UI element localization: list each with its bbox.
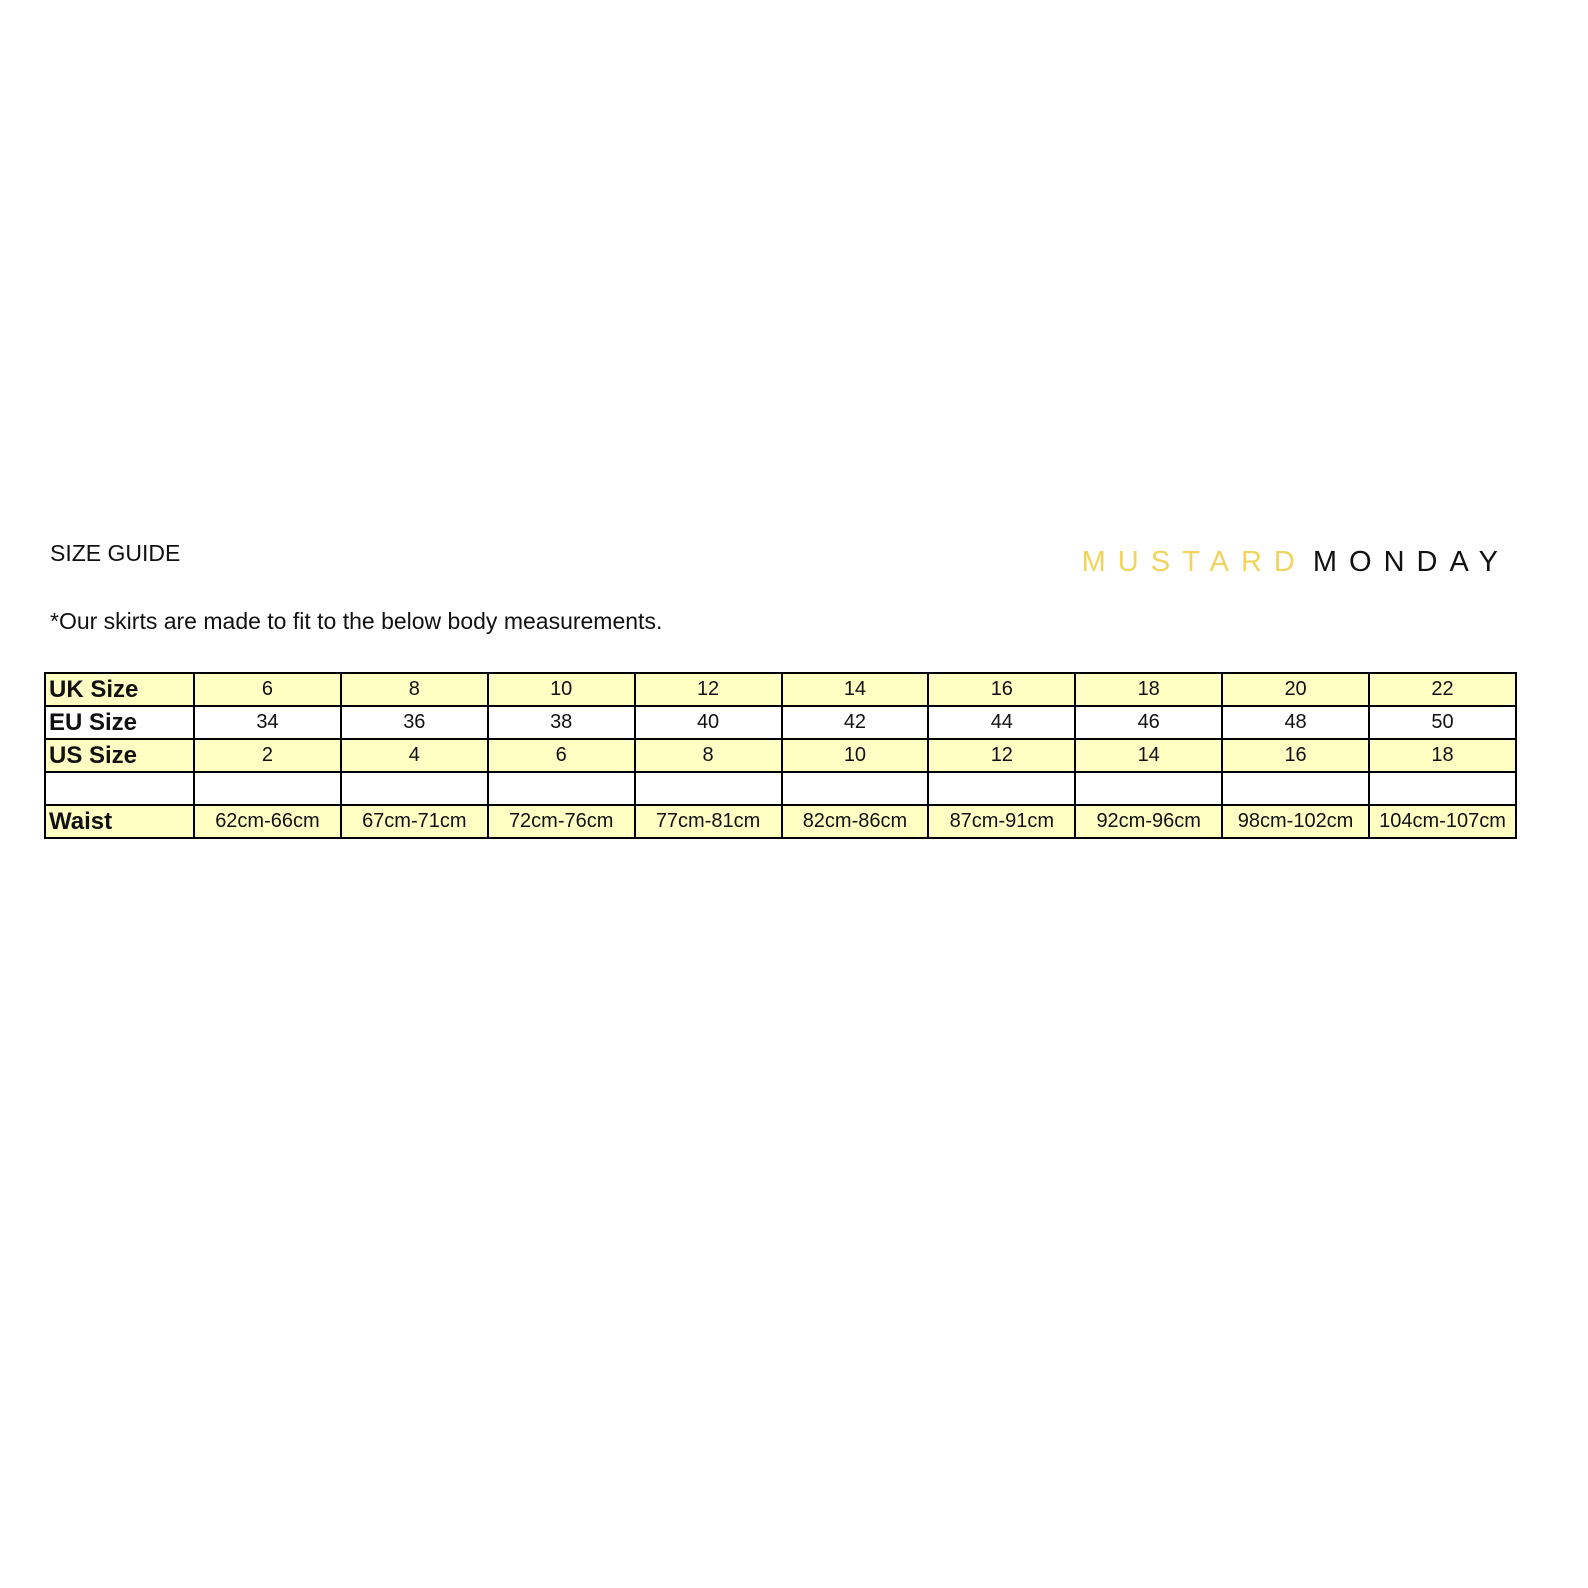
note: *Our skirts are made to fit to the below… [50,608,663,634]
cell: 16 [927,672,1077,707]
cell: 46 [1074,705,1224,740]
table-row: Waist 62cm-66cm 67cm-71cm 72cm-76cm 77cm-81c… [44,804,1517,839]
cell: 10 [486,672,636,707]
table-row: US Size 2 4 6 8 10 12 14 16 18 [44,738,1517,773]
empty-cell [780,771,930,806]
cell: 20 [1221,672,1370,707]
empty-cell [193,771,342,806]
brand-second: MONDAY [1312,546,1510,578]
cell: 6 [193,672,342,707]
cell: 72cm-76cm [486,804,636,839]
cell: 44 [927,705,1077,740]
cell: 18 [1368,738,1517,773]
cell: 48 [1221,705,1370,740]
empty-cell [1074,771,1224,806]
cell: 77cm-81cm [633,804,783,839]
brand: MUSTARD MONDAY [1082,546,1510,579]
cell: 62cm-66cm [193,804,342,839]
size-table: UK Size 6 8 10 12 14 16 18 20 22 EU Size 34 36 38 40 42… [44,672,1517,839]
cell: 14 [780,672,930,707]
cell: 16 [1221,738,1370,773]
cell: 87cm-91cm [927,804,1077,839]
cell: 42 [780,705,930,740]
empty-cell [44,771,195,806]
cell: 36 [339,705,489,740]
empty-cell [927,771,1077,806]
empty-cell [1368,771,1517,806]
cell: 22 [1368,672,1517,707]
cell: 2 [193,738,342,773]
cell: 4 [339,738,489,773]
row-label: EU Size [44,705,195,740]
row-label: US Size [44,738,195,773]
empty-cell [486,771,636,806]
cell: 82cm-86cm [780,804,930,839]
cell: 12 [633,672,783,707]
cell: 14 [1074,738,1224,773]
empty-cell [1221,771,1370,806]
cell: 8 [633,738,783,773]
cell: 98cm-102cm [1221,804,1370,839]
cell: 18 [1074,672,1224,707]
cell: 10 [780,738,930,773]
cell: 34 [193,705,342,740]
cell: 92cm-96cm [1074,804,1224,839]
cell: 104cm-107cm [1368,804,1517,839]
table-row: UK Size 6 8 10 12 14 16 18 20 22 [44,672,1517,707]
empty-cell [633,771,783,806]
cell: 40 [633,705,783,740]
cell: 67cm-71cm [339,804,489,839]
table-row [44,771,1517,806]
cell: 6 [486,738,636,773]
empty-cell [339,771,489,806]
brand-first: MUSTARD [1081,546,1307,578]
cell: 12 [927,738,1077,773]
table-row: EU Size 34 36 38 40 42 44 46 48 50 [44,705,1517,740]
cell: 50 [1368,705,1517,740]
row-label: UK Size [44,672,195,707]
row-label: Waist [44,804,195,839]
cell: 8 [339,672,489,707]
title: SIZE GUIDE [50,540,181,566]
cell: 38 [486,705,636,740]
